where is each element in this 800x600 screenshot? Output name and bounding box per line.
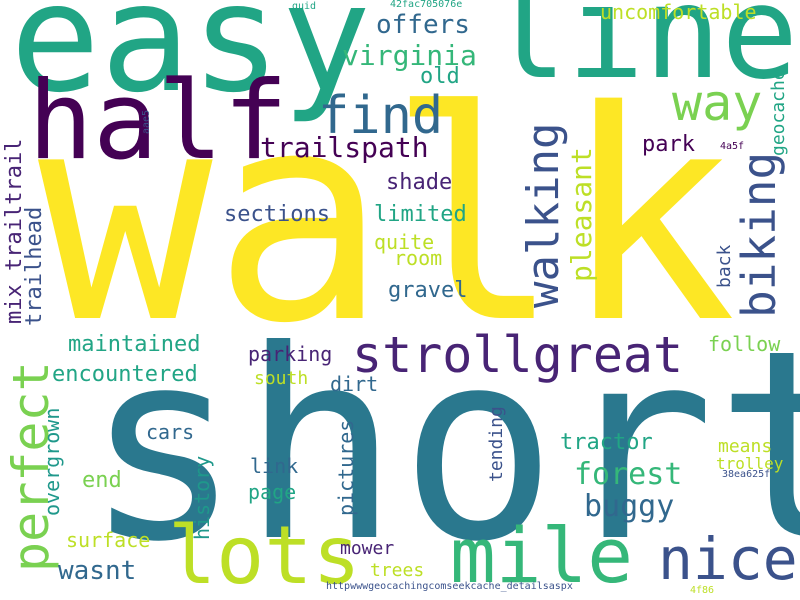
word-line: line [490, 0, 799, 108]
word-trolley: trolley [716, 454, 784, 473]
word-back: back [714, 244, 735, 288]
word-tractor: tractor [560, 430, 653, 455]
word-walk: walk [38, 50, 737, 387]
word-page: page [248, 480, 297, 504]
word-history: history [190, 455, 214, 540]
word-surface: surface [66, 528, 151, 552]
word-shade: shade [386, 170, 453, 195]
word-tending: tending [486, 406, 507, 482]
word-parking: parking [248, 342, 333, 366]
word-guid: guid [292, 1, 317, 12]
word-limited: limited [374, 202, 467, 227]
word-lots: lots [168, 509, 361, 600]
word-forest: forest [574, 457, 683, 492]
word-aae5: aae5 [141, 109, 152, 134]
word-trailspath: trailspath [260, 131, 429, 164]
word-4f86: 4f86 [690, 585, 715, 596]
word-walking: walking [518, 122, 569, 308]
word-short: short [84, 294, 800, 599]
word-room: room [394, 246, 443, 270]
word-hash-42fac705076e: 42fac705076e [390, 0, 463, 10]
word-follow: follow [708, 332, 781, 356]
word-park: park [642, 132, 695, 157]
word-cars: cars [146, 420, 195, 444]
word-url: httpwwwgeocachingcomseekcache_detailsasp… [326, 581, 573, 592]
word-38ea625f: 38ea625f [722, 469, 771, 480]
word-half: half [28, 59, 289, 184]
word-easy: easy [10, 0, 372, 126]
word-4a5f: 4a5f [720, 141, 745, 152]
word-gravel: gravel [388, 278, 468, 303]
word-virginia: virginia [342, 39, 477, 72]
word-mower: mower [340, 538, 395, 559]
word-overgrown: overgrown [40, 407, 64, 516]
word-old: old [420, 64, 460, 89]
word-means: means [718, 436, 773, 457]
word-south: south [254, 368, 309, 389]
word-buggy: buggy [584, 489, 675, 524]
word-biking: biking [732, 151, 786, 318]
word-pictures: pictures [334, 419, 358, 516]
word-find: find [318, 86, 444, 146]
word-pleasant: pleasant [565, 147, 598, 282]
word-dirt: dirt [330, 372, 379, 396]
word-encountered: encountered [52, 362, 198, 387]
word-mile: mile [450, 511, 634, 600]
word-way: way [672, 74, 763, 132]
word-geocache: geocache [768, 69, 789, 156]
word-trees: trees [370, 560, 425, 581]
word-link: link [250, 454, 299, 478]
word-end: end [82, 468, 122, 493]
word-nice: nice [658, 525, 798, 593]
word-uncomfortable: uncomfortable [600, 0, 757, 24]
word-offers: offers [376, 10, 470, 40]
word-sections: sections [224, 202, 330, 227]
word-strollgreat: strollgreat [352, 326, 684, 384]
word-wasnt: wasnt [58, 556, 137, 586]
word-quite: quite [374, 230, 435, 254]
word-trailhead: trailhead [22, 206, 47, 326]
word-maintained: maintained [68, 332, 201, 357]
